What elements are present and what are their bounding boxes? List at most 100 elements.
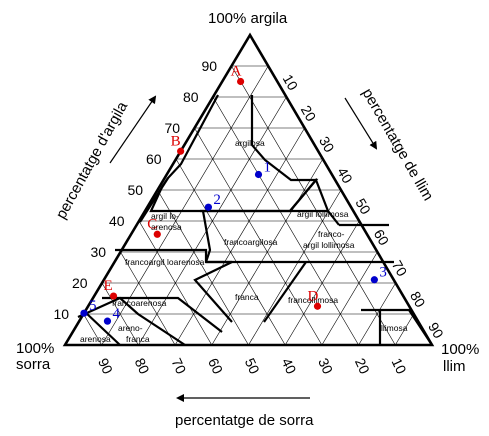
region-argilo-arenosa-1: argil lo- <box>151 211 179 221</box>
clay-tick-label: 40 <box>109 213 125 229</box>
grid-line-silt <box>358 282 396 346</box>
sample-point-label: B <box>171 133 181 149</box>
sample-point <box>153 230 161 238</box>
corner-sand-label-1: 100% <box>16 340 54 357</box>
grid-line-silt <box>395 313 415 346</box>
corner-silt-label-1: 100% <box>441 341 479 358</box>
sand-tick-label: 30 <box>315 356 336 377</box>
sand-tick-label: 20 <box>352 356 373 377</box>
boundary-sandy-clay <box>139 177 169 223</box>
region-franco-arenosa: francoarenosa <box>112 298 167 308</box>
sample-point <box>313 302 322 310</box>
silt-tick-label: 70 <box>389 258 411 280</box>
sand-tick-label: 10 <box>389 356 410 377</box>
region-argilo-limosa: argil lollimosa <box>297 209 349 219</box>
silt-tick-label: 50 <box>352 196 374 218</box>
grid-line-silt <box>174 127 305 346</box>
clay-tick-label: 90 <box>202 58 218 74</box>
sample-point-label: 5 <box>89 298 97 314</box>
clay-tick-label: 60 <box>146 151 162 167</box>
silt-tick-label: 10 <box>280 72 302 94</box>
corner-silt-label-2: llim <box>443 358 466 375</box>
sand-tick-labels: 90 80 70 60 50 40 30 20 10 <box>95 356 410 377</box>
boundary-clay <box>149 94 319 213</box>
silt-tick-label: 80 <box>407 289 429 311</box>
grid-line-silt <box>284 220 360 346</box>
clay-tick-label: 20 <box>72 275 88 291</box>
sample-point <box>109 292 118 300</box>
sand-tick-label: 80 <box>132 356 153 377</box>
region-franco-argilo-limosa-2: argil lollimosa <box>303 240 355 250</box>
region-areno-franca-1: areno- <box>118 323 143 333</box>
sample-point <box>80 309 88 317</box>
silt-tick-label: 20 <box>298 103 320 125</box>
region-limosa: llimosa <box>381 323 408 333</box>
grid-line-sand <box>101 282 139 346</box>
sample-point <box>237 77 245 86</box>
sample-point <box>103 317 112 325</box>
sand-axis-title: percentatge de sorra <box>175 412 314 429</box>
region-argilo-arenosa-2: arenosa <box>151 222 182 232</box>
region-arenosa: arenosa <box>80 334 111 344</box>
region-franco-limosa: francollimosa <box>288 295 338 305</box>
silt-tick-label: 30 <box>316 134 338 156</box>
sand-tick-label: 40 <box>278 356 299 377</box>
clay-axis-title: percentatge d'argila <box>53 98 132 222</box>
sample-point-label: A <box>231 64 242 80</box>
grid-line-sand <box>194 127 323 346</box>
sand-tick-label: 90 <box>95 356 116 377</box>
sample-point-label: 2 <box>213 192 221 208</box>
corner-sand-label-2: sorra <box>16 356 51 373</box>
corner-clay-label: 100% argila <box>208 10 288 27</box>
boundary-loam-silt <box>263 261 307 323</box>
silt-tick-labels: 10 20 30 40 50 60 70 80 90 <box>280 72 447 342</box>
sample-point <box>204 203 212 211</box>
grid-line-sand <box>138 220 213 346</box>
sample-point-label: 4 <box>112 306 120 322</box>
sand-tick-label: 60 <box>205 356 226 377</box>
grid-line-sand <box>83 313 102 346</box>
clay-tick-label: 30 <box>91 244 107 260</box>
silt-axis-arrow <box>344 97 378 150</box>
sample-point-label: 3 <box>379 265 387 281</box>
clay-tick-label: 50 <box>128 182 144 198</box>
boundary-silty-clay-loam <box>289 177 330 212</box>
grid-line-silt <box>248 189 342 346</box>
boundary-sandy-loam <box>102 296 223 333</box>
silt-tick-label: 90 <box>425 320 447 342</box>
triangle-outline <box>62 32 435 347</box>
clay-tick-label: 80 <box>183 89 199 105</box>
sample-point-label: E <box>104 278 113 294</box>
sample-point-label: C <box>147 216 157 232</box>
sample-point <box>254 170 263 179</box>
grid-lines <box>83 65 415 346</box>
sample-points: A 1 B 2 C E5 4 3 D <box>80 64 387 325</box>
region-franca: franca <box>235 292 259 302</box>
sand-tick-label: 50 <box>242 356 263 377</box>
clay-tick-label: 70 <box>165 120 181 136</box>
boundary-clay-loam-left <box>201 210 212 263</box>
grid-line-silt <box>321 251 378 346</box>
sample-point-label: D <box>308 288 319 304</box>
grid-line-sand <box>157 189 249 346</box>
region-areno-franca-2: franca <box>126 334 150 344</box>
silt-tick-label: 40 <box>334 165 356 187</box>
grid-line-sand <box>231 65 396 346</box>
region-argilosa: argilosa <box>235 138 265 148</box>
region-franco-argilo-limosa-1: franco- <box>318 229 345 239</box>
sample-point-label: 1 <box>264 160 272 176</box>
boundary-loam-bottom <box>193 261 233 323</box>
clay-axis-arrow <box>109 95 157 164</box>
silt-tick-label: 60 <box>371 227 393 249</box>
sample-point <box>370 276 378 284</box>
clay-tick-label: 10 <box>54 306 70 322</box>
silt-axis-title: percentatge de llim <box>359 86 437 204</box>
region-franco-argilo-arenosa: francoargil loarenosa <box>125 257 205 267</box>
region-franco-argilosa: francoargilosa <box>224 237 278 247</box>
boundary-sand <box>84 311 121 346</box>
sand-tick-label: 70 <box>168 356 189 377</box>
boundary-loamy-sand <box>77 296 186 346</box>
sample-point <box>177 147 185 155</box>
